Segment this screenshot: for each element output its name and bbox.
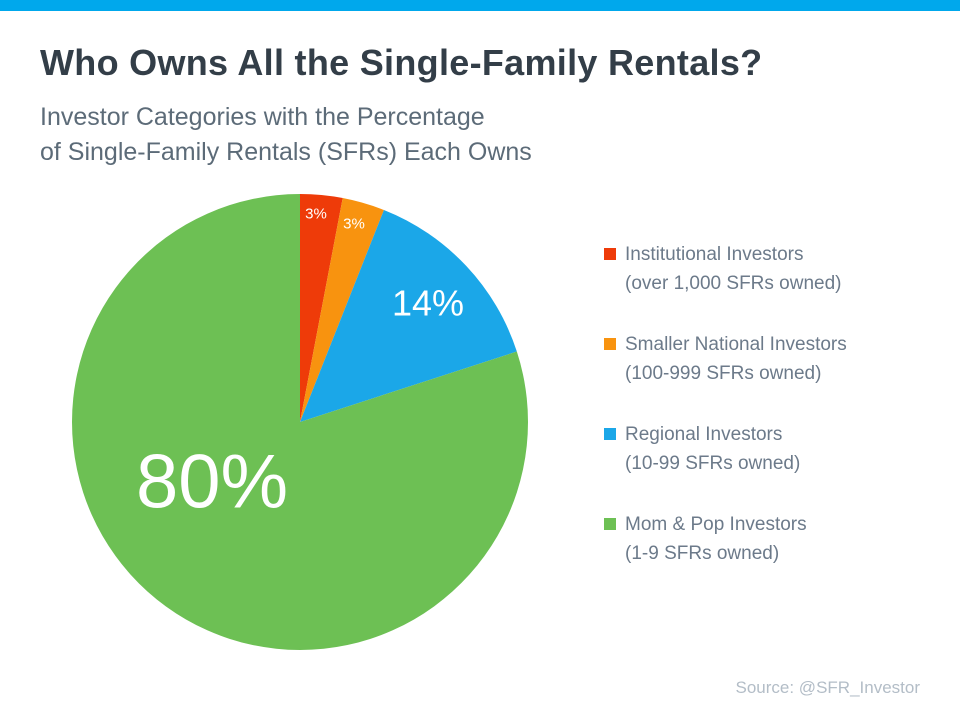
legend-name: Mom & Pop Investors <box>625 514 807 535</box>
legend-swatch <box>604 518 616 530</box>
pie-slice-percentage-label: 3% <box>305 205 327 222</box>
chart-legend: Institutional Investors (over 1,000 SFRs … <box>604 240 847 568</box>
legend-label: Institutional Investors (over 1,000 SFRs … <box>625 240 842 298</box>
pie-chart: 3% 3% 14% 80% <box>72 194 529 650</box>
pie-slice-smaller-national-investors <box>300 198 384 422</box>
legend-item: Mom & Pop Investors (1-9 SFRs owned) <box>604 510 847 568</box>
legend-swatch <box>604 428 616 440</box>
pie-slice-percentage-label: 14% <box>392 283 464 324</box>
legend-label: Mom & Pop Investors (1-9 SFRs owned) <box>625 510 807 568</box>
legend-qualifier: (100-999 SFRs owned) <box>625 363 822 384</box>
legend-item: Institutional Investors (over 1,000 SFRs … <box>604 240 847 298</box>
legend-label: Regional Investors (10-99 SFRs owned) <box>625 420 800 478</box>
page-title: Who Owns All the Single-Family Rentals? <box>40 42 763 83</box>
legend-swatch <box>604 338 616 350</box>
legend-qualifier: (over 1,000 SFRs owned) <box>625 273 842 294</box>
legend-swatch <box>604 248 616 260</box>
legend-name: Smaller National Investors <box>625 334 847 355</box>
top-accent-bar <box>0 0 960 11</box>
pie-slice-regional-investors <box>300 210 517 422</box>
page-subtitle: Investor Categories with the Percentage … <box>40 100 532 170</box>
pie-slice-percentage-label: 3% <box>343 215 365 232</box>
source-credit: Source: @SFR_Investor <box>735 678 921 697</box>
subtitle-line-2: of Single-Family Rentals (SFRs) Each Own… <box>40 138 532 166</box>
legend-qualifier: (10-99 SFRs owned) <box>625 453 801 474</box>
pie-slice-mom-pop-investors <box>72 194 529 650</box>
legend-label: Smaller National Investors (100-999 SFRs … <box>625 330 847 388</box>
pie-slice-percentage-label: 80% <box>136 440 288 525</box>
legend-name: Regional Investors <box>625 424 783 445</box>
subtitle-line-1: Investor Categories with the Percentage <box>40 103 485 131</box>
pie-slice-institutional-investors <box>300 194 343 422</box>
legend-item: Regional Investors (10-99 SFRs owned) <box>604 420 847 478</box>
legend-item: Smaller National Investors (100-999 SFRs … <box>604 330 847 388</box>
legend-qualifier: (1-9 SFRs owned) <box>625 543 780 564</box>
legend-name: Institutional Investors <box>625 244 804 265</box>
